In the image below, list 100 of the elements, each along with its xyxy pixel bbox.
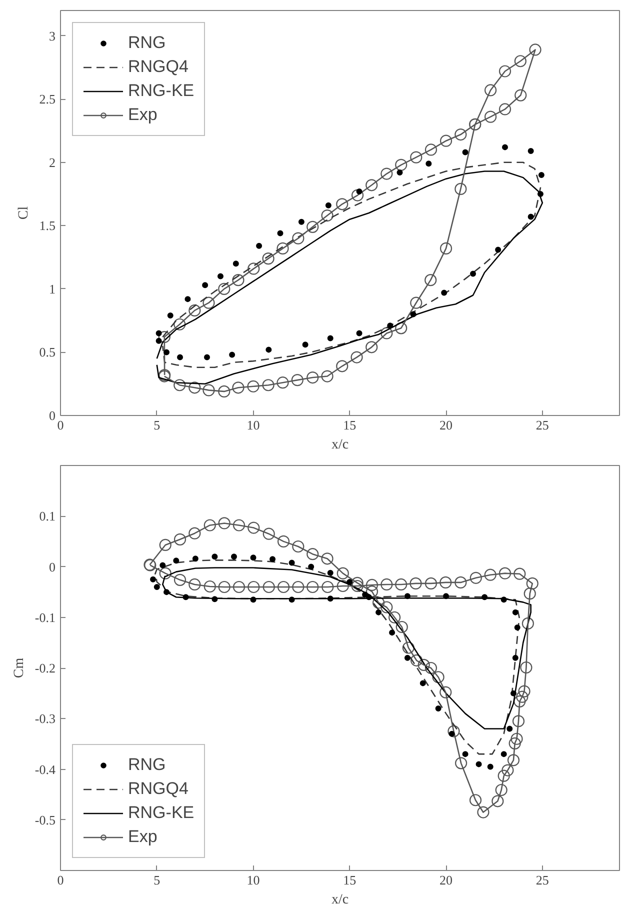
point bbox=[276, 376, 289, 389]
y-tick-label: 0.1 bbox=[39, 508, 56, 524]
x-tick-label: 15 bbox=[343, 418, 356, 432]
point bbox=[346, 578, 353, 585]
legend-label: RNGQ4 bbox=[128, 779, 188, 799]
point bbox=[188, 304, 201, 316]
point bbox=[174, 318, 186, 330]
point bbox=[502, 144, 508, 150]
point bbox=[192, 556, 198, 562]
point bbox=[380, 168, 393, 180]
point bbox=[202, 384, 215, 396]
point bbox=[506, 726, 513, 732]
y-tick-label: 0.5 bbox=[39, 344, 56, 360]
point bbox=[410, 311, 416, 318]
y-tick-label: 2.5 bbox=[39, 92, 56, 107]
point bbox=[395, 322, 408, 334]
x-tick-label: 5 bbox=[154, 418, 160, 432]
point bbox=[212, 554, 218, 560]
y-tick-label: 0 bbox=[49, 559, 56, 574]
x-tick-label: 20 bbox=[440, 418, 453, 432]
point bbox=[454, 128, 467, 141]
point bbox=[306, 220, 319, 233]
point bbox=[356, 330, 362, 336]
point bbox=[232, 274, 244, 286]
point bbox=[336, 360, 348, 372]
point bbox=[204, 354, 210, 360]
point bbox=[262, 379, 274, 392]
point bbox=[495, 246, 502, 253]
point bbox=[164, 349, 170, 356]
point bbox=[514, 55, 526, 68]
point bbox=[514, 624, 520, 630]
point bbox=[321, 370, 334, 382]
legend-label: RNG-KE bbox=[128, 803, 194, 823]
y-tick-label: -0.5 bbox=[34, 812, 56, 828]
point bbox=[500, 596, 507, 603]
point bbox=[247, 380, 260, 392]
point bbox=[420, 680, 426, 686]
point bbox=[484, 84, 497, 96]
point bbox=[462, 751, 468, 758]
legend-label: Exp bbox=[128, 105, 158, 125]
line-series bbox=[162, 567, 532, 730]
point bbox=[512, 609, 518, 616]
legend-label: Exp bbox=[128, 827, 158, 847]
x-tick-label: 20 bbox=[440, 872, 453, 888]
point bbox=[156, 330, 162, 336]
point bbox=[288, 560, 295, 566]
point bbox=[380, 327, 393, 340]
point bbox=[396, 170, 403, 176]
point bbox=[173, 558, 180, 564]
point bbox=[298, 218, 304, 225]
x-tick-label: 25 bbox=[536, 872, 549, 888]
point bbox=[440, 242, 452, 254]
point bbox=[366, 594, 372, 600]
point bbox=[487, 764, 494, 770]
point bbox=[454, 182, 467, 195]
point bbox=[232, 382, 244, 394]
point bbox=[410, 296, 422, 309]
point bbox=[512, 654, 518, 661]
y-tick-label: -0.3 bbox=[34, 711, 56, 726]
point bbox=[500, 751, 507, 758]
y-axis-title: Cl bbox=[16, 206, 32, 220]
point bbox=[514, 89, 527, 102]
point bbox=[327, 596, 334, 602]
x-axis-title: x/c bbox=[331, 438, 349, 452]
point bbox=[266, 346, 272, 353]
point bbox=[167, 312, 174, 319]
point bbox=[389, 630, 396, 636]
point bbox=[410, 151, 422, 164]
point bbox=[476, 761, 482, 768]
legend-label: RNG-KE bbox=[128, 81, 194, 101]
legend-label: RNG bbox=[128, 33, 166, 53]
point bbox=[306, 371, 319, 384]
point bbox=[498, 65, 512, 78]
point bbox=[276, 242, 289, 254]
point bbox=[229, 352, 236, 358]
point bbox=[351, 189, 364, 202]
x-tick-label: 25 bbox=[536, 418, 549, 432]
point bbox=[158, 330, 170, 344]
point bbox=[248, 262, 260, 275]
point bbox=[250, 596, 256, 603]
x-tick-label: 5 bbox=[154, 872, 160, 888]
point bbox=[256, 242, 262, 249]
point bbox=[350, 351, 363, 364]
point bbox=[164, 589, 170, 596]
point bbox=[528, 148, 534, 154]
point bbox=[321, 209, 334, 222]
point bbox=[528, 214, 534, 220]
point bbox=[366, 179, 378, 192]
point bbox=[538, 172, 544, 178]
x-tick-label: 10 bbox=[246, 872, 260, 888]
y-tick-label: 0 bbox=[49, 408, 56, 423]
point bbox=[325, 202, 332, 208]
point bbox=[184, 296, 191, 302]
point bbox=[230, 554, 237, 560]
point bbox=[308, 564, 314, 570]
point bbox=[443, 593, 450, 600]
point bbox=[424, 144, 438, 156]
point bbox=[154, 584, 160, 590]
point bbox=[426, 160, 432, 167]
point bbox=[202, 282, 208, 288]
